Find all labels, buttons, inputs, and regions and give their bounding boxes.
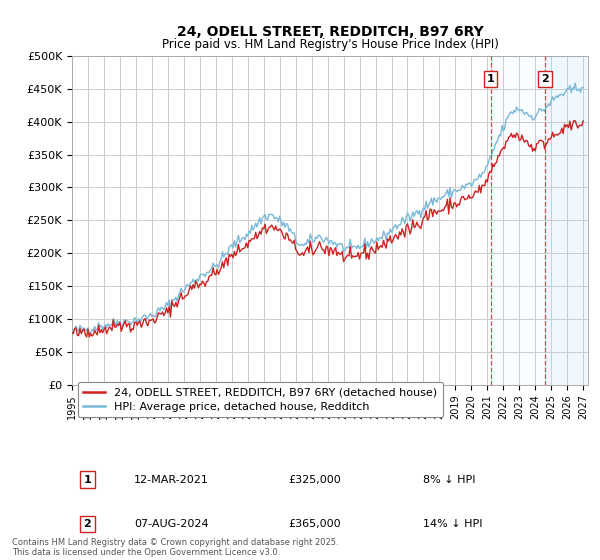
- Bar: [491, 56, 545, 385]
- Text: 8% ↓ HPI: 8% ↓ HPI: [423, 475, 475, 485]
- Text: 07-AUG-2024: 07-AUG-2024: [134, 519, 209, 529]
- Text: 14% ↓ HPI: 14% ↓ HPI: [423, 519, 482, 529]
- Text: 12-MAR-2021: 12-MAR-2021: [134, 475, 209, 485]
- Text: 2: 2: [541, 74, 549, 84]
- Text: Contains HM Land Registry data © Crown copyright and database right 2025.
This d: Contains HM Land Registry data © Crown c…: [12, 538, 338, 557]
- Text: 1: 1: [487, 74, 494, 84]
- Legend: 24, ODELL STREET, REDDITCH, B97 6RY (detached house), HPI: Average price, detach: 24, ODELL STREET, REDDITCH, B97 6RY (det…: [77, 382, 443, 417]
- Text: £365,000: £365,000: [289, 519, 341, 529]
- Text: 24, ODELL STREET, REDDITCH, B97 6RY: 24, ODELL STREET, REDDITCH, B97 6RY: [176, 25, 484, 39]
- Bar: [545, 56, 586, 385]
- Text: £325,000: £325,000: [289, 475, 341, 485]
- Text: 1: 1: [83, 475, 91, 485]
- Text: Price paid vs. HM Land Registry's House Price Index (HPI): Price paid vs. HM Land Registry's House …: [161, 38, 499, 51]
- Text: 2: 2: [83, 519, 91, 529]
